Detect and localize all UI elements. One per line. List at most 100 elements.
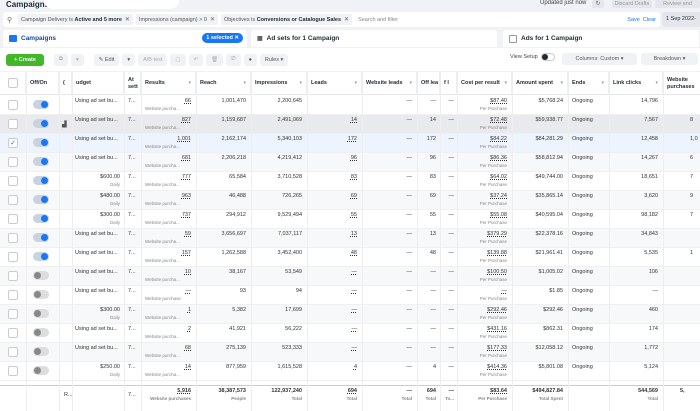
cost-per-result-cell[interactable]: $64.02 Per Purchase bbox=[479, 174, 507, 187]
leads-cell[interactable]: — bbox=[351, 326, 358, 332]
leads-cell[interactable]: 13 bbox=[350, 231, 357, 237]
row-checkbox[interactable] bbox=[8, 100, 18, 110]
select-all-checkbox[interactable] bbox=[0, 72, 26, 95]
cost-per-result-cell[interactable]: $55.08 Per Purchase bbox=[479, 212, 507, 225]
view-setup-toggle[interactable] bbox=[540, 53, 555, 61]
table-row[interactable]: Using ad set bu... 7... — Website purchase 9… bbox=[0, 286, 700, 305]
delivery-toggle[interactable] bbox=[33, 366, 49, 375]
close-icon[interactable]: ✕ bbox=[124, 17, 130, 23]
row-checkbox[interactable] bbox=[8, 366, 18, 376]
col-results[interactable]: Results ▾ bbox=[141, 72, 196, 95]
preview-icon[interactable]: ⎚ bbox=[226, 53, 241, 66]
results-cell[interactable]: — Website purchase bbox=[145, 288, 191, 301]
search-input[interactable]: Search and filter bbox=[358, 16, 399, 23]
row-checkbox[interactable] bbox=[8, 271, 18, 281]
col-leads[interactable]: Leads ▾ bbox=[307, 72, 362, 95]
refresh-icon[interactable]: ↻ bbox=[592, 0, 604, 8]
results-cell[interactable]: 10 Website purcha... bbox=[145, 269, 191, 282]
row-checkbox[interactable] bbox=[8, 328, 18, 338]
results-cell[interactable]: 14 Website purcha... bbox=[145, 364, 191, 377]
filter-bar[interactable]: ⚲ Campaign Delivery is Active and 5 more… bbox=[3, 12, 660, 27]
leads-cell[interactable]: 55 bbox=[350, 212, 357, 218]
row-checkbox[interactable] bbox=[8, 347, 18, 357]
table-row[interactable]: Using ad set bu... 7... 10 Website purcha..… bbox=[0, 267, 700, 286]
undo-icon[interactable]: ↶ bbox=[188, 53, 204, 66]
leads-cell[interactable]: 83 bbox=[350, 174, 357, 180]
tab-adsets[interactable]: ▦ Ad sets for 1 Campaign bbox=[251, 30, 497, 47]
table-row[interactable]: $300.00 Daily 7... 1 Website purcha... 5,382 1… bbox=[0, 305, 700, 324]
col-link-clicks[interactable]: Link clicks ▾ bbox=[609, 72, 663, 95]
leads-cell[interactable]: — bbox=[351, 345, 358, 351]
tab-campaigns[interactable]: Campaigns 1 selected ✕ bbox=[3, 30, 247, 47]
edit-dropdown[interactable]: ▾ bbox=[122, 53, 136, 66]
cost-per-result-cell[interactable]: $414.36 Per Purchase bbox=[479, 364, 507, 377]
leads-cell[interactable]: — bbox=[351, 288, 358, 294]
results-cell[interactable]: 68 Website purcha... bbox=[145, 345, 191, 358]
cost-per-result-cell[interactable]: $292.46 Per Purchase bbox=[479, 307, 507, 320]
delivery-toggle[interactable] bbox=[33, 176, 49, 185]
delivery-toggle[interactable] bbox=[33, 290, 49, 299]
leads-cell[interactable]: — bbox=[351, 307, 358, 313]
cost-per-result-cell[interactable]: $37.24 Per Purchase bbox=[479, 193, 507, 206]
results-cell[interactable]: 157 Website purcha... bbox=[145, 250, 191, 263]
row-checkbox[interactable] bbox=[8, 309, 18, 319]
delivery-toggle[interactable] bbox=[33, 100, 49, 109]
leads-cell[interactable]: — bbox=[351, 269, 358, 275]
cost-per-result-cell[interactable]: $139.88 Per Purchase bbox=[479, 250, 507, 263]
results-cell[interactable]: 963 Website purcha... bbox=[145, 193, 191, 206]
table-row[interactable]: ▟ Using ad set bu... 7... 827 Website purcha… bbox=[0, 115, 700, 134]
row-checkbox[interactable] bbox=[8, 233, 18, 243]
cost-per-result-cell[interactable]: $431.16 Per Purchase bbox=[479, 326, 507, 339]
cost-per-result-cell[interactable]: $379.29 Per Purchase bbox=[479, 231, 507, 244]
results-cell[interactable]: 1 Website purcha... bbox=[145, 307, 191, 320]
breakdown-button[interactable]: Breakdown ▾ bbox=[641, 53, 698, 65]
delivery-toggle[interactable] bbox=[33, 271, 49, 280]
cost-per-result-cell[interactable]: — Per Purchase bbox=[479, 288, 507, 301]
filter-chip-delivery[interactable]: Campaign Delivery is Active and 5 more ✕ bbox=[18, 14, 133, 25]
view-setup[interactable]: View Setup bbox=[510, 53, 555, 61]
col-website-leads[interactable]: Website leads ▾ bbox=[362, 72, 417, 95]
chart-icon[interactable]: ▟ bbox=[62, 122, 67, 128]
row-checkbox[interactable] bbox=[8, 214, 18, 224]
delivery-toggle[interactable] bbox=[33, 157, 49, 166]
save-filter-link[interactable]: Save bbox=[627, 16, 640, 23]
table-row[interactable]: Using ad set bu... 7... 157 Website purcha.… bbox=[0, 248, 700, 267]
col-offline-leads[interactable]: Off lea bbox=[417, 72, 440, 95]
col-amount-spent[interactable]: Amount spent ▾ bbox=[512, 72, 568, 95]
col-budget[interactable]: udget bbox=[72, 72, 124, 95]
cost-per-result-cell[interactable]: $86.36 Per Purchase bbox=[479, 155, 507, 168]
col-website-purchases[interactable]: Website purchases bbox=[663, 72, 700, 95]
row-checkbox[interactable] bbox=[8, 252, 18, 262]
delivery-toggle[interactable] bbox=[33, 195, 49, 204]
results-cell[interactable]: 777 Website purcha... bbox=[145, 174, 191, 187]
cost-per-result-cell[interactable]: $177.33 Per Purchase bbox=[479, 345, 507, 358]
leads-cell[interactable]: 4 bbox=[353, 364, 357, 370]
col-reach[interactable]: Reach ▾ bbox=[196, 72, 251, 95]
leads-cell[interactable]: 69 bbox=[350, 193, 357, 199]
table-row[interactable]: Using ad set bu... 7... 66 Website purcha..… bbox=[0, 96, 700, 115]
clipboard-icon[interactable]: ▢ bbox=[170, 53, 186, 66]
col-ends[interactable]: Ends ▾ bbox=[568, 72, 609, 95]
row-checkbox[interactable] bbox=[8, 176, 18, 186]
results-cell[interactable]: 59 Website purcha... bbox=[145, 231, 191, 244]
leads-cell[interactable]: 172 bbox=[347, 136, 357, 142]
discard-drafts-button[interactable]: Discard Drafts bbox=[612, 0, 652, 8]
leads-cell[interactable]: 48 bbox=[350, 250, 357, 256]
results-cell[interactable]: 827 Website purcha... bbox=[145, 117, 191, 130]
table-row[interactable]: $300.00 Daily 7... 737 Website purcha... 294,… bbox=[0, 210, 700, 229]
table-row[interactable]: Using ad set bu... 7... 68 Website purcha..… bbox=[0, 343, 700, 362]
row-checkbox[interactable] bbox=[8, 195, 18, 205]
delivery-toggle[interactable] bbox=[33, 347, 49, 356]
table-row[interactable]: $600.00 Daily 7... 777 Website purcha... 65,5… bbox=[0, 172, 700, 191]
col-offon[interactable]: Off/On bbox=[26, 72, 59, 95]
tag-icon[interactable]: ● bbox=[243, 53, 257, 66]
rules-button[interactable]: Rules ▾ bbox=[259, 53, 289, 66]
delivery-toggle[interactable] bbox=[33, 138, 49, 147]
delivery-toggle[interactable] bbox=[33, 252, 49, 261]
results-cell[interactable]: 737 Website purcha... bbox=[145, 212, 191, 225]
delivery-toggle[interactable] bbox=[33, 233, 49, 242]
cost-per-result-cell[interactable]: $87.40 Per Purchase bbox=[479, 98, 507, 111]
results-cell[interactable]: 66 Website purcha... bbox=[145, 98, 191, 111]
table-row[interactable]: Using ad set bu... 7... 681 Website purcha.… bbox=[0, 153, 700, 172]
row-checkbox[interactable] bbox=[8, 290, 18, 300]
